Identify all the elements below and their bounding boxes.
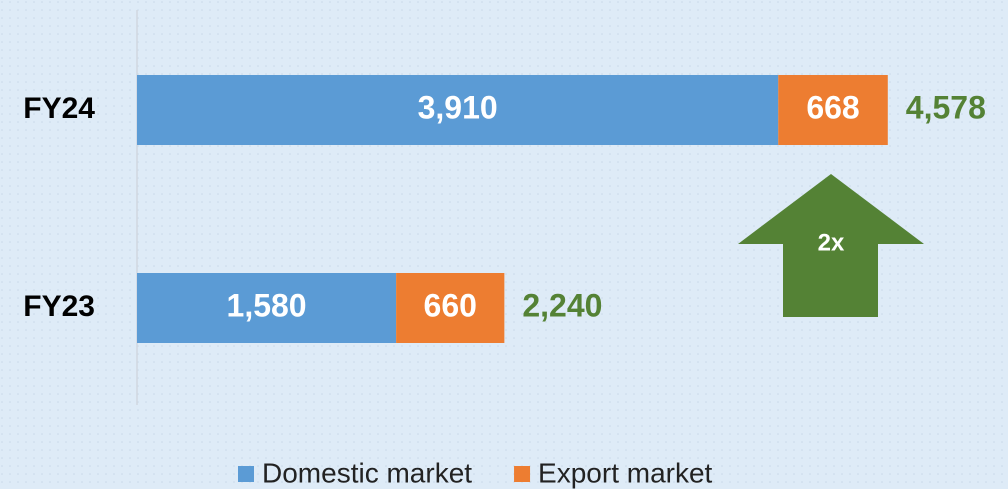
growth-arrow: 2x (738, 174, 924, 317)
category-label: FY24 (23, 92, 95, 125)
bar-segment (137, 75, 779, 145)
data-label: 668 (806, 89, 859, 125)
total-label: 4,578 (906, 89, 986, 125)
bar-segment (137, 273, 397, 343)
bar-segment (396, 273, 505, 343)
legend-swatch (238, 466, 254, 482)
legend-swatch (514, 466, 531, 482)
legend-label: Domestic market (262, 457, 472, 488)
data-label: 660 (424, 287, 477, 323)
category-label: FY23 (23, 290, 95, 323)
total-label: 2,240 (522, 287, 602, 323)
annotation: 2x (818, 229, 845, 256)
data-label: 3,910 (418, 89, 498, 125)
bar-segment (778, 75, 888, 145)
legend-label: Export market (538, 457, 712, 488)
arrow-shape (738, 174, 924, 317)
data-label: 1,580 (227, 287, 307, 323)
